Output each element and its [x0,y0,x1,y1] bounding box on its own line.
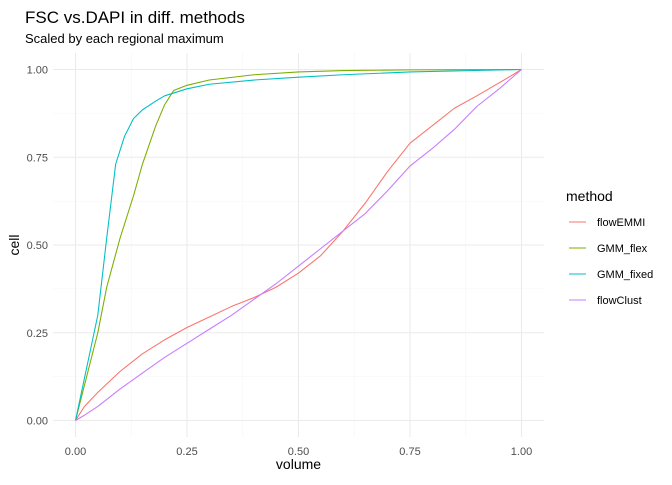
y-tick-label: 0.00 [27,416,48,428]
x-tick-label: 0.00 [65,446,86,458]
chart-subtitle: Scaled by each regional maximum [25,31,224,46]
x-axis-title: volume [276,456,321,472]
legend: method flowEMMI GMM_flex GMM_fixed flowClus… [566,188,653,307]
series-line-flowemmi [75,69,522,421]
series-lines [74,68,522,421]
series-line-gmm-fixed [74,68,522,421]
y-tick-label: 0.75 [27,152,48,164]
chart-title: FSC vs.DAPI in diff. methods [25,8,245,27]
y-tick-label: 0.25 [27,328,48,340]
legend-title: method [566,188,613,204]
legend-label-flowemmi: flowEMMI [597,217,645,229]
series-line-flowclust [75,69,522,421]
x-tick-label: 0.25 [176,446,197,458]
legend-items: flowEMMI GMM_flex GMM_fixed flowClust [569,217,653,307]
x-tick-label: 0.75 [399,446,420,458]
tick-labels: 0.00 0.00 0.25 0.25 0.50 0.50 0.75 0.75 1.00 1.00 [27,65,533,459]
y-tick-label: 1.00 [27,65,48,77]
legend-label-gmm-flex: GMM_flex [597,243,648,255]
series-line-gmm-flex [74,68,522,421]
x-tick-label: 0.50 [288,446,309,458]
legend-label-gmm-fixed: GMM_fixed [597,269,653,281]
legend-label-flowclust: flowClust [597,295,642,307]
grid [53,53,544,437]
y-axis-title: cell [6,234,22,255]
y-tick-label: 0.50 [27,240,48,252]
x-tick-label: 1.00 [511,446,532,458]
